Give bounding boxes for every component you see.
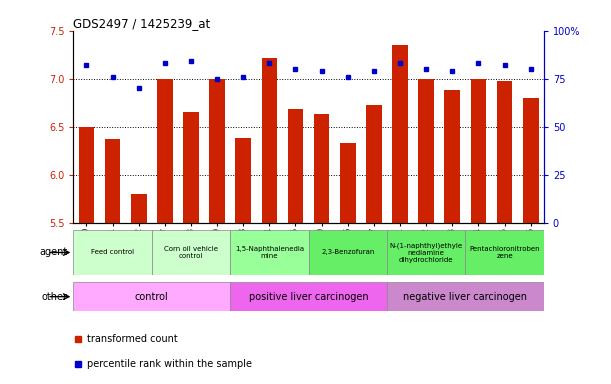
Bar <box>314 114 329 223</box>
Bar <box>523 98 538 223</box>
Text: Pentachloronitroben
zene: Pentachloronitroben zene <box>469 246 540 259</box>
Bar <box>366 104 382 223</box>
Bar <box>230 230 309 275</box>
Text: transformed count: transformed count <box>87 334 178 344</box>
Text: 1,5-Naphthalenedia
mine: 1,5-Naphthalenedia mine <box>235 246 304 259</box>
Text: Feed control: Feed control <box>91 250 134 255</box>
Bar <box>152 230 230 275</box>
Bar <box>444 90 460 223</box>
Bar <box>262 58 277 223</box>
Text: percentile rank within the sample: percentile rank within the sample <box>87 359 252 369</box>
Bar <box>387 282 544 311</box>
Bar <box>309 230 387 275</box>
Bar <box>183 112 199 223</box>
Bar <box>288 109 303 223</box>
Text: GDS2497 / 1425239_at: GDS2497 / 1425239_at <box>73 17 211 30</box>
Bar <box>340 143 356 223</box>
Bar <box>419 79 434 223</box>
Bar <box>230 282 387 311</box>
Text: negative liver carcinogen: negative liver carcinogen <box>403 291 527 302</box>
Bar <box>387 230 466 275</box>
Bar <box>73 230 152 275</box>
Text: positive liver carcinogen: positive liver carcinogen <box>249 291 368 302</box>
Bar <box>466 230 544 275</box>
Bar <box>104 139 120 223</box>
Text: N-(1-naphthyl)ethyle
nediamine
dihydrochloride: N-(1-naphthyl)ethyle nediamine dihydroch… <box>390 242 463 263</box>
Text: other: other <box>41 291 67 302</box>
Bar <box>209 79 225 223</box>
Text: control: control <box>135 291 169 302</box>
Bar <box>157 79 173 223</box>
Bar <box>79 127 94 223</box>
Bar <box>392 45 408 223</box>
Text: Corn oil vehicle
control: Corn oil vehicle control <box>164 246 218 259</box>
Bar <box>497 81 513 223</box>
Text: agent: agent <box>39 247 67 258</box>
Bar <box>235 138 251 223</box>
Bar <box>73 282 230 311</box>
Bar <box>131 194 147 223</box>
Bar <box>470 79 486 223</box>
Text: 2,3-Benzofuran: 2,3-Benzofuran <box>321 250 375 255</box>
